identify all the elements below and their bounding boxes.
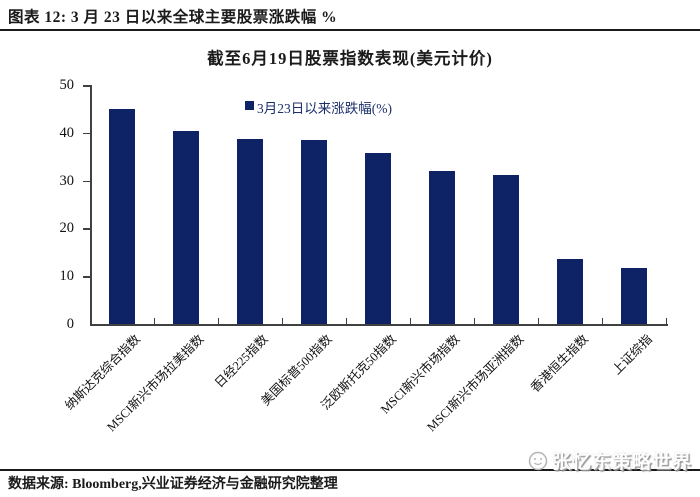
bar [109,108,135,324]
chart-title: 截至6月19日股票指数表现(美元计价) [207,49,493,68]
x-axis-tick [282,318,283,324]
watermark-text: 张忆东策略世界 [552,452,693,473]
x-axis-category-label: 香港恒生指数 [527,332,591,395]
footer-divider [0,469,700,471]
y-axis-tick-label: 20 [59,220,75,237]
bar [621,267,647,324]
y-axis-tick-label: 30 [59,172,75,189]
bar [237,139,263,324]
bar [429,170,455,324]
figure-caption: 图表 12: 3 月 23 日以来全球主要股票涨跌幅 % [8,9,338,26]
header-divider [0,29,700,31]
y-axis-line [90,85,92,324]
data-source: 数据来源: Bloomberg,兴业证券经济与金融研究院整理 [8,477,338,492]
y-axis-tick [83,132,90,135]
x-axis-tick [346,318,347,324]
chart-legend: 3月23日以来涨跌幅(%) [245,97,392,117]
bar [557,259,583,324]
x-axis-line [90,324,668,326]
y-axis-tick-label: 40 [59,124,75,141]
watermark: 张忆东策略世界 [528,447,692,474]
x-axis-tick [410,318,411,324]
y-axis-tick [83,180,90,183]
legend-label: 3月23日以来涨跌幅(%) [257,101,392,116]
y-axis-tick-label: 10 [59,268,75,285]
y-axis-tick [83,276,90,278]
y-axis-tick-label: 0 [66,316,74,332]
x-axis-tick [538,318,539,324]
smiley-logo-icon [528,451,548,470]
x-axis-tick [154,318,155,324]
x-axis-category-label: 日经225指数 [212,332,271,391]
bar [173,131,199,324]
x-axis-tick [602,318,603,324]
y-axis-tick-label: 50 [59,77,75,93]
bar [365,152,391,324]
y-axis-tick [83,85,90,87]
x-axis-category-label: 上证综指 [609,332,655,378]
bar [301,140,327,324]
x-axis-tick [666,318,667,324]
y-axis-tick [83,228,90,230]
bar [493,175,519,324]
legend-swatch-icon [245,101,254,110]
x-axis-tick [474,318,475,324]
x-axis-tick [218,318,219,324]
